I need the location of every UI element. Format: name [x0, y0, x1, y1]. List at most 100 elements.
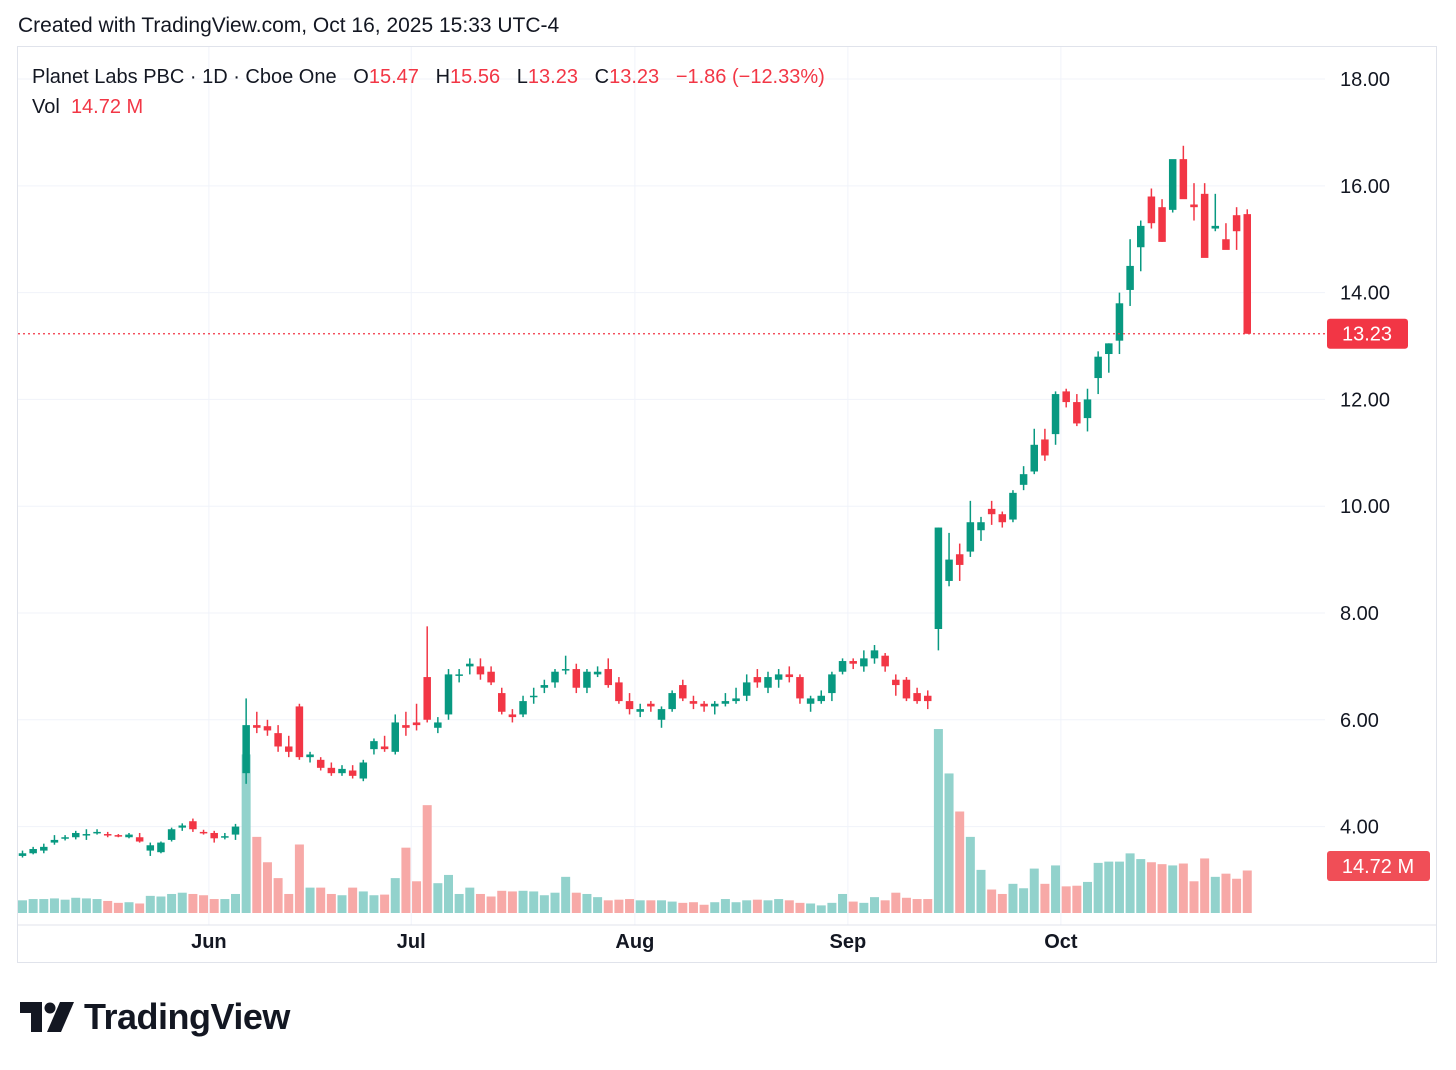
volume-bar: [188, 893, 198, 913]
price-tick-label: 8.00: [1340, 603, 1379, 625]
volume-bar: [561, 876, 571, 913]
candle-body: [700, 703, 708, 707]
candle-body: [849, 661, 857, 664]
candle-body: [604, 669, 612, 686]
volume-bar: [774, 899, 784, 913]
volume-bar: [976, 869, 986, 913]
volume-bar: [326, 893, 336, 913]
candle-body: [167, 829, 176, 840]
candle-body: [753, 677, 762, 683]
volume-bar: [369, 895, 379, 913]
volume-bar: [454, 893, 464, 913]
volume-bar: [1189, 881, 1199, 913]
candle-body: [1030, 444, 1038, 472]
volume-bar: [848, 901, 858, 913]
close-value: 13.23: [609, 66, 660, 88]
last-volume-tag-label: 14.72 M: [1342, 856, 1414, 878]
candle-body: [1126, 265, 1134, 290]
volume-bar: [475, 893, 485, 913]
volume-bar: [539, 895, 549, 913]
volume-bar: [625, 899, 635, 913]
volume-bar: [348, 887, 358, 913]
candle-body: [860, 658, 868, 667]
candle-body: [519, 701, 527, 715]
candle-body: [615, 682, 623, 702]
candle-body: [828, 674, 836, 694]
volume-bar: [262, 862, 272, 913]
volume-bar: [518, 890, 528, 913]
volume-bar: [720, 899, 730, 913]
candle-body: [1179, 159, 1188, 200]
candle-body: [210, 832, 218, 839]
volume-bar: [1242, 870, 1252, 913]
candle-body: [540, 685, 549, 688]
candle-body: [285, 746, 293, 752]
candle-body: [636, 709, 644, 712]
candle-body: [881, 655, 889, 667]
volume-bar: [635, 900, 645, 913]
candle-body: [221, 836, 229, 838]
chart-frame[interactable]: [17, 46, 1437, 963]
chart-legend: Planet Labs PBC · 1D · Cboe One O15.47 H…: [32, 62, 825, 122]
candle-body: [987, 508, 996, 515]
price-tick-label: 6.00: [1340, 710, 1379, 732]
volume-bar: [1019, 888, 1029, 913]
volume-bar: [912, 899, 922, 913]
open-label: O: [353, 66, 369, 88]
volume-bar: [252, 836, 262, 913]
volume-bar: [1114, 861, 1124, 913]
candle-body: [977, 522, 985, 531]
tradingview-logo[interactable]: TradingView: [20, 996, 290, 1038]
price-axis[interactable]: 18.00 16.00 14.00 12.00 10.00 8.00 6.00 4.00: [1340, 69, 1390, 839]
volume-bar: [433, 883, 443, 913]
volume-bar: [60, 899, 70, 913]
candle-body: [711, 703, 719, 707]
volume-bar: [380, 894, 390, 913]
candle-body: [103, 834, 112, 836]
volume-bar: [1232, 878, 1242, 913]
volume-bar: [81, 898, 91, 913]
volume-bar: [795, 902, 805, 913]
volume-bar: [294, 844, 304, 913]
candle-body: [913, 693, 921, 702]
candle-body: [1200, 193, 1209, 258]
price-tick-label: 4.00: [1340, 817, 1379, 839]
volume-bar: [742, 900, 752, 913]
candle-body: [18, 853, 27, 856]
volume-bar: [284, 893, 294, 913]
last-value-tags: 13.23 14.72 M: [18, 318, 1430, 881]
volume-bar: [1210, 876, 1220, 913]
volume-bar: [124, 902, 134, 913]
volume-bar: [241, 754, 251, 913]
volume-bar: [316, 887, 326, 913]
volume-bar: [1029, 868, 1039, 913]
time-tick-label: Jun: [191, 931, 227, 953]
candle-body: [93, 831, 101, 834]
ohlc-row: Planet Labs PBC · 1D · Cboe One O15.47 H…: [32, 62, 825, 92]
tradingview-logo-text: TradingView: [84, 996, 290, 1037]
candle-body: [348, 770, 357, 776]
volume-label: Vol: [32, 96, 60, 118]
candle-body: [1158, 207, 1166, 242]
last-volume-tag: [1327, 851, 1430, 881]
high-value: 15.56: [450, 66, 501, 88]
high-label: H: [435, 66, 451, 88]
time-axis[interactable]: Jun Jul Aug Sep Oct: [191, 931, 1078, 953]
volume-bar: [39, 899, 49, 913]
volume-bar: [657, 900, 666, 913]
volume-bar: [1157, 864, 1167, 913]
candle-body: [61, 837, 69, 839]
volume-bar: [1093, 862, 1103, 913]
price-tick-label: 18.00: [1340, 69, 1390, 91]
candle-body: [593, 671, 602, 675]
candle-body: [647, 703, 655, 707]
volume-bar: [987, 889, 997, 913]
volume-bar: [710, 902, 720, 913]
volume-bar: [497, 890, 507, 913]
volume-bar: [167, 893, 177, 913]
volume-bar: [1168, 865, 1178, 913]
candle-body: [50, 839, 59, 843]
symbol-description[interactable]: Planet Labs PBC · 1D · Cboe One: [32, 66, 337, 88]
chart-caption: Created with TradingView.com, Oct 16, 20…: [18, 14, 560, 37]
